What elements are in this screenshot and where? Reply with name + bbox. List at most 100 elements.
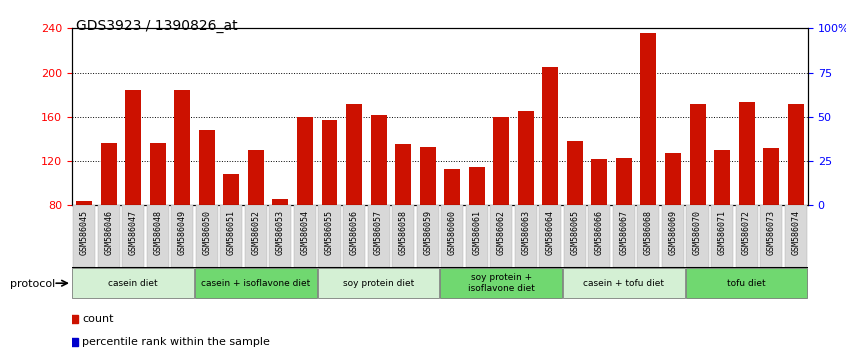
FancyBboxPatch shape xyxy=(588,205,611,267)
Text: casein + isoflavone diet: casein + isoflavone diet xyxy=(201,279,310,288)
Text: GSM586045: GSM586045 xyxy=(80,210,89,255)
Bar xyxy=(739,102,755,205)
FancyBboxPatch shape xyxy=(514,205,537,267)
Text: GSM586065: GSM586065 xyxy=(570,210,580,255)
FancyBboxPatch shape xyxy=(686,268,807,298)
Text: GSM586073: GSM586073 xyxy=(766,210,776,255)
FancyBboxPatch shape xyxy=(441,205,464,267)
Bar xyxy=(150,143,166,205)
FancyBboxPatch shape xyxy=(613,205,635,267)
Bar xyxy=(493,117,509,205)
Text: GSM586067: GSM586067 xyxy=(619,210,629,255)
Bar xyxy=(640,33,656,205)
FancyBboxPatch shape xyxy=(563,205,586,267)
Bar xyxy=(101,143,117,205)
Text: GSM586064: GSM586064 xyxy=(546,210,555,255)
Bar xyxy=(346,104,362,205)
Text: protocol: protocol xyxy=(10,279,55,289)
Text: count: count xyxy=(82,314,114,324)
Text: tofu diet: tofu diet xyxy=(728,279,766,288)
Text: GSM586070: GSM586070 xyxy=(693,210,702,255)
Bar xyxy=(395,144,411,205)
Text: soy protein +
isoflavone diet: soy protein + isoflavone diet xyxy=(468,274,535,293)
Text: GSM586053: GSM586053 xyxy=(276,210,285,255)
Bar xyxy=(567,141,583,205)
Bar xyxy=(542,67,558,205)
FancyBboxPatch shape xyxy=(711,205,733,267)
FancyBboxPatch shape xyxy=(784,205,807,267)
Text: GSM586047: GSM586047 xyxy=(129,210,138,255)
Bar xyxy=(420,147,436,205)
FancyBboxPatch shape xyxy=(490,205,513,267)
Bar xyxy=(223,175,239,205)
Text: casein diet: casein diet xyxy=(108,279,158,288)
FancyBboxPatch shape xyxy=(416,205,439,267)
FancyBboxPatch shape xyxy=(171,205,194,267)
Bar xyxy=(591,159,607,205)
Bar xyxy=(444,169,460,205)
Text: casein + tofu diet: casein + tofu diet xyxy=(584,279,664,288)
Text: GSM586062: GSM586062 xyxy=(497,210,506,255)
FancyBboxPatch shape xyxy=(441,268,562,298)
Text: GSM586072: GSM586072 xyxy=(742,210,751,255)
FancyBboxPatch shape xyxy=(539,205,562,267)
FancyBboxPatch shape xyxy=(392,205,415,267)
Text: GSM586055: GSM586055 xyxy=(325,210,334,255)
Bar xyxy=(469,167,485,205)
FancyBboxPatch shape xyxy=(97,205,120,267)
Text: GSM586061: GSM586061 xyxy=(472,210,481,255)
Bar xyxy=(199,130,215,205)
FancyBboxPatch shape xyxy=(195,205,218,267)
Bar xyxy=(76,201,92,205)
Bar xyxy=(518,111,534,205)
FancyBboxPatch shape xyxy=(465,205,488,267)
Text: GDS3923 / 1390826_at: GDS3923 / 1390826_at xyxy=(76,19,238,34)
Text: GSM586048: GSM586048 xyxy=(153,210,162,255)
FancyBboxPatch shape xyxy=(563,268,684,298)
FancyBboxPatch shape xyxy=(195,268,316,298)
Bar xyxy=(321,120,338,205)
Text: GSM586071: GSM586071 xyxy=(717,210,727,255)
FancyBboxPatch shape xyxy=(318,268,439,298)
Bar xyxy=(689,104,706,205)
FancyBboxPatch shape xyxy=(294,205,316,267)
FancyBboxPatch shape xyxy=(343,205,365,267)
Text: GSM586074: GSM586074 xyxy=(791,210,800,255)
FancyBboxPatch shape xyxy=(686,205,709,267)
FancyBboxPatch shape xyxy=(735,205,758,267)
Text: GSM586057: GSM586057 xyxy=(374,210,383,255)
Text: percentile rank within the sample: percentile rank within the sample xyxy=(82,337,271,347)
FancyBboxPatch shape xyxy=(122,205,145,267)
FancyBboxPatch shape xyxy=(367,205,390,267)
Text: GSM586056: GSM586056 xyxy=(349,210,359,255)
Bar xyxy=(714,150,730,205)
Bar xyxy=(297,117,313,205)
Text: GSM586058: GSM586058 xyxy=(398,210,408,255)
FancyBboxPatch shape xyxy=(73,268,194,298)
Text: soy protein diet: soy protein diet xyxy=(343,279,415,288)
Text: GSM586050: GSM586050 xyxy=(202,210,212,255)
Bar xyxy=(616,158,632,205)
Text: GSM586052: GSM586052 xyxy=(251,210,261,255)
Bar xyxy=(125,90,141,205)
Bar xyxy=(272,199,288,205)
FancyBboxPatch shape xyxy=(318,205,341,267)
Text: GSM586063: GSM586063 xyxy=(521,210,530,255)
FancyBboxPatch shape xyxy=(220,205,243,267)
Text: GSM586051: GSM586051 xyxy=(227,210,236,255)
Bar xyxy=(248,150,264,205)
Text: GSM586059: GSM586059 xyxy=(423,210,432,255)
Text: GSM586068: GSM586068 xyxy=(644,210,653,255)
FancyBboxPatch shape xyxy=(637,205,660,267)
Text: GSM586069: GSM586069 xyxy=(668,210,678,255)
Text: GSM586046: GSM586046 xyxy=(104,210,113,255)
FancyBboxPatch shape xyxy=(244,205,267,267)
Bar xyxy=(788,104,804,205)
Bar xyxy=(665,153,681,205)
FancyBboxPatch shape xyxy=(760,205,783,267)
FancyBboxPatch shape xyxy=(662,205,684,267)
Text: GSM586060: GSM586060 xyxy=(448,210,457,255)
FancyBboxPatch shape xyxy=(269,205,292,267)
Bar xyxy=(371,115,387,205)
Text: GSM586049: GSM586049 xyxy=(178,210,187,255)
